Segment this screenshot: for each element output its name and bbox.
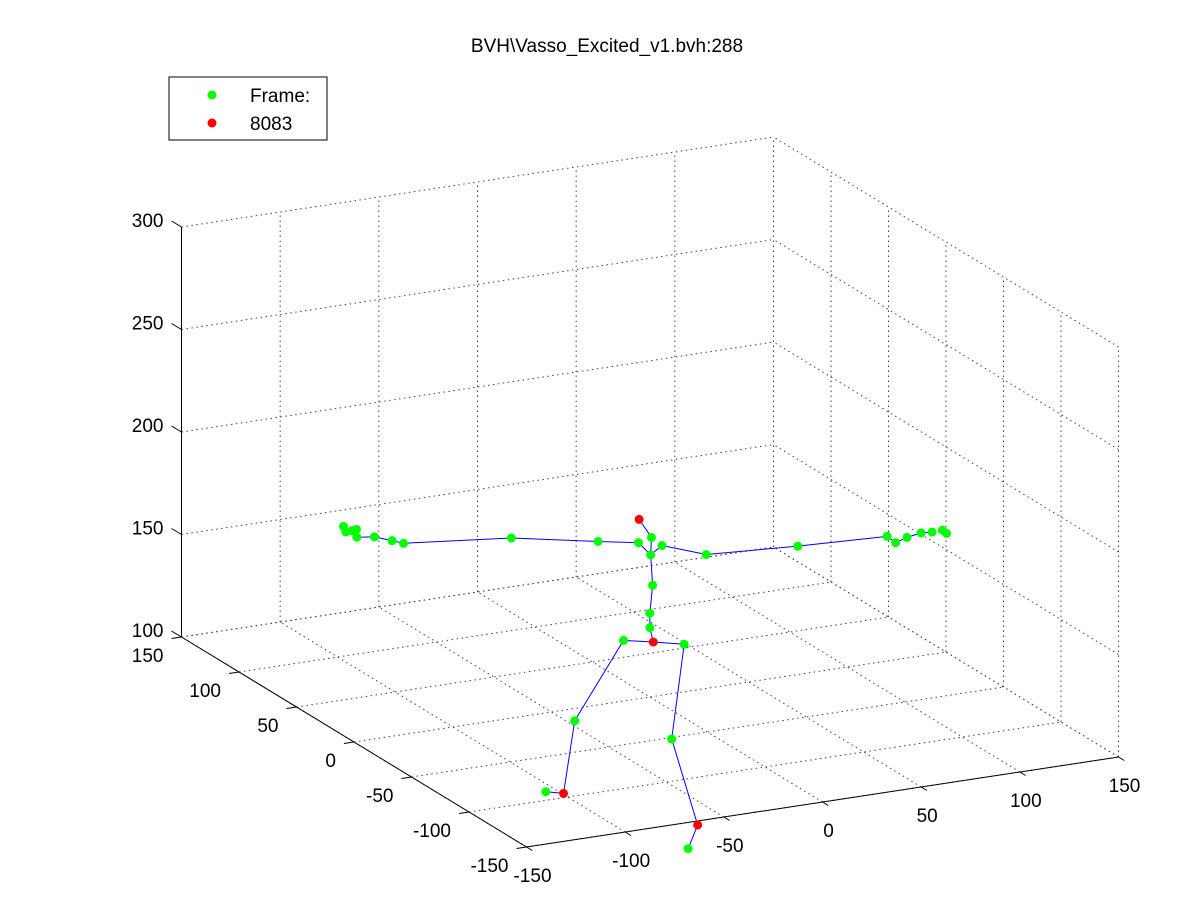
x-tick-label: -150	[513, 866, 551, 887]
y-tick-mark	[458, 811, 470, 814]
y-tick-label: -50	[366, 786, 393, 807]
joint-marker-frame	[399, 538, 409, 548]
z-tick-mark	[171, 323, 182, 330]
z-tick-mark	[171, 220, 182, 228]
skeleton-bones	[351, 519, 933, 849]
bone-segment	[574, 640, 624, 722]
y-tick-mark	[401, 776, 412, 779]
joint-marker-frame	[667, 734, 677, 744]
legend-label-highlight: 8083	[250, 114, 292, 135]
y-tick-label: -150	[470, 856, 508, 877]
x-tick-label: 0	[823, 821, 834, 842]
bone-segment	[649, 585, 654, 614]
joint-marker-frame	[645, 623, 655, 633]
y-tick-mark	[228, 671, 240, 674]
x-tick-mark	[624, 831, 632, 836]
joint-marker-frame	[570, 716, 580, 726]
joint-marker-frame	[593, 537, 603, 546]
tick-labels: -150 -100 -50 0 50 100 150 -150 -100 -50 0 50 100 150…	[132, 211, 1141, 887]
legend-marker-highlight	[207, 118, 217, 128]
joint-marker-frame	[645, 608, 655, 618]
joint-marker-frame	[339, 521, 349, 531]
bone-segment	[797, 535, 888, 547]
joint-marker-frame	[891, 538, 901, 548]
x-tick-mark	[723, 816, 730, 821]
joint-marker-frame	[679, 639, 689, 649]
x-tick-label: 100	[1010, 791, 1042, 812]
bone-segment	[623, 639, 654, 643]
y-tick-label: 50	[257, 716, 278, 737]
joint-marker-frame	[701, 550, 711, 560]
x-tick-mark	[920, 786, 928, 791]
joint-marker-frame	[942, 528, 952, 538]
bone-segment	[671, 738, 699, 826]
joint-marker-frame	[646, 550, 656, 560]
joint-marker-frame	[633, 538, 643, 548]
joint-marker-frame	[619, 635, 629, 645]
joint-marker-highlight	[693, 820, 703, 830]
x-tick-label: 50	[917, 806, 938, 827]
joint-marker-highlight	[559, 788, 569, 798]
z-tick-label: 150	[132, 519, 164, 540]
joint-marker-frame	[646, 532, 656, 542]
bone-segment	[706, 545, 798, 556]
z-tick-label: 250	[132, 314, 164, 335]
z-tick-mark	[171, 425, 182, 433]
x-tick-label: -50	[716, 836, 743, 857]
bone-segment	[650, 554, 654, 586]
bone-segment	[511, 537, 599, 542]
y-tick-mark	[343, 741, 355, 744]
skeleton-joints	[339, 514, 952, 854]
x-tick-mark	[822, 801, 829, 806]
bone-segment	[563, 720, 576, 794]
x-tick-label: 150	[1109, 776, 1141, 797]
joint-marker-frame	[902, 532, 912, 542]
y-tick-mark	[171, 636, 182, 639]
joint-marker-highlight	[648, 637, 658, 647]
joint-marker-frame	[683, 844, 693, 854]
joint-marker-highlight	[634, 514, 644, 524]
joint-marker-frame	[351, 524, 361, 534]
joint-marker-frame	[387, 536, 397, 546]
joint-marker-frame	[882, 531, 892, 541]
joint-marker-frame	[927, 527, 937, 537]
bone-segment	[403, 537, 512, 544]
legend-box	[168, 76, 328, 141]
legend-marker-frame	[207, 90, 217, 100]
x-tick-mark	[1019, 771, 1026, 776]
bone-segment	[671, 644, 685, 740]
y-tick-label: 100	[189, 681, 221, 702]
joint-marker-frame	[793, 541, 803, 551]
legend: Frame: 8083	[168, 76, 328, 141]
y-tick-mark	[516, 846, 527, 849]
joint-marker-frame	[648, 580, 658, 590]
y-tick-mark	[286, 706, 297, 709]
z-tick-label: 200	[132, 416, 164, 437]
bone-segment	[653, 641, 685, 645]
z-tick-mark	[171, 528, 182, 535]
joint-marker-frame	[352, 532, 362, 542]
x-tick-mark	[526, 846, 533, 851]
z-tick-mark	[171, 630, 182, 638]
y-tick-label: 0	[325, 751, 336, 772]
bone-segment	[661, 545, 707, 556]
joint-marker-frame	[541, 787, 551, 797]
y-tick-label: 150	[132, 646, 164, 667]
z-tick-label: 100	[132, 621, 164, 642]
x-tick-label: -100	[612, 851, 650, 872]
joint-marker-frame	[916, 528, 926, 538]
joint-marker-frame	[657, 541, 667, 550]
z-tick-label: 300	[132, 211, 164, 232]
y-tick-label: -100	[413, 821, 451, 842]
bone-segment	[598, 541, 639, 544]
joint-marker-frame	[369, 532, 379, 542]
chart-title: BVH\Vasso_Excited_v1.bvh:288	[471, 36, 743, 57]
joint-marker-frame	[506, 533, 516, 543]
x-tick-mark	[1118, 756, 1125, 761]
legend-label-frame: Frame:	[250, 86, 310, 107]
